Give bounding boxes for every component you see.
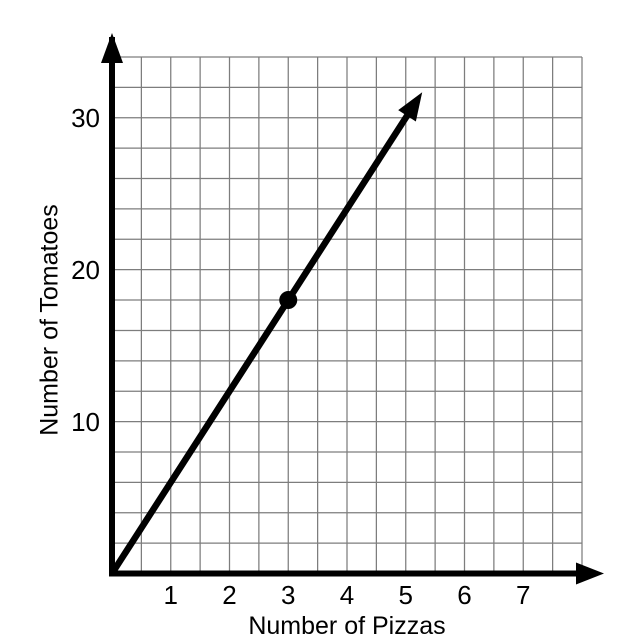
x-tick-label: 5: [398, 579, 413, 610]
x-axis-label: Number of Pizzas: [248, 612, 446, 640]
line-arrowhead: [398, 92, 423, 122]
data-point: [279, 291, 298, 310]
x-tick-label: 7: [516, 579, 531, 610]
x-tick-label: 2: [222, 579, 237, 610]
x-tick-label: 4: [339, 579, 355, 610]
y-tick-label: 10: [71, 406, 100, 437]
x-tick-label: 6: [457, 579, 472, 610]
x-tick-label: 1: [163, 579, 178, 610]
y-tick-label: 20: [71, 254, 100, 285]
function-line: [109, 108, 414, 576]
y-tick-label: 30: [71, 102, 100, 133]
x-axis-arrowhead: [576, 562, 604, 585]
y-axis-label: Number of Tomatoes: [35, 204, 64, 436]
x-tick-label: 3: [281, 579, 296, 610]
y-axis-arrowhead: [101, 33, 123, 63]
